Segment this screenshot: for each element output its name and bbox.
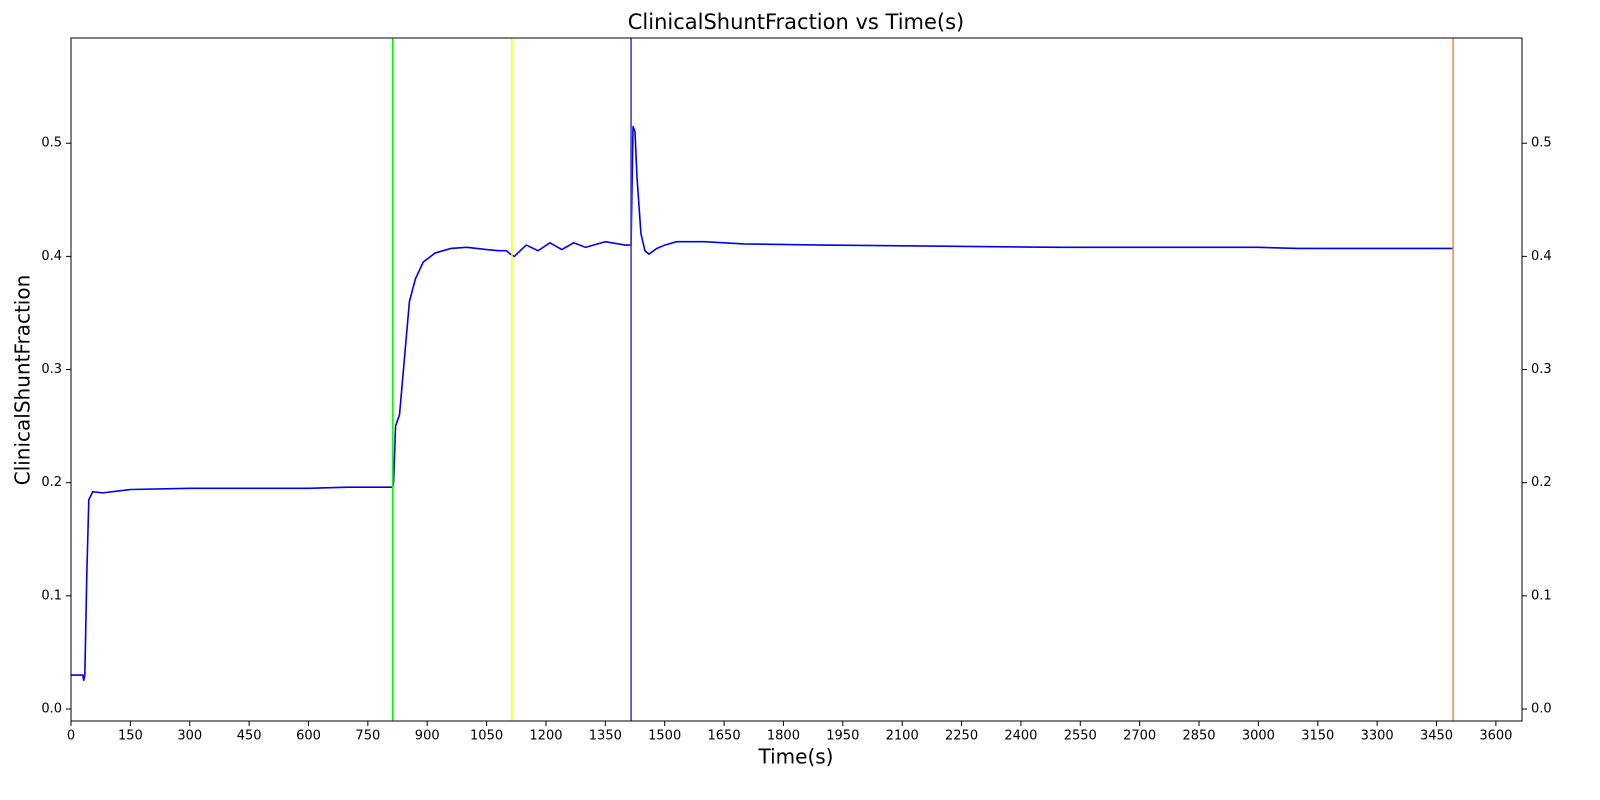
x-tick-label: 1800 [767, 729, 800, 744]
plot-frame [70, 37, 1523, 722]
x-tick-label: 0 [67, 729, 75, 744]
x-tick-label: 3300 [1361, 729, 1394, 744]
x-tick-label: 1650 [708, 729, 741, 744]
x-tick-label: 3450 [1420, 729, 1453, 744]
x-tick-label: 1950 [826, 729, 859, 744]
x-tick-label: 3000 [1242, 729, 1275, 744]
x-tick-label: 900 [415, 729, 440, 744]
x-tick-label: 2550 [1064, 729, 1097, 744]
y-tick-label: 0.2 [41, 475, 62, 490]
x-tick-label: 2100 [886, 729, 919, 744]
y-axis-label: ClinicalShuntFraction [11, 275, 35, 486]
y-tick-label-right: 0.5 [1531, 136, 1552, 151]
x-tick-label: 300 [177, 729, 202, 744]
y-tick-label-right: 0.0 [1531, 702, 1552, 717]
x-tick-label: 1350 [589, 729, 622, 744]
x-tick-label: 2250 [945, 729, 978, 744]
x-tick-label: 1050 [470, 729, 503, 744]
y-tick-label-right: 0.3 [1531, 362, 1552, 377]
y-tick-label: 0.5 [41, 136, 62, 151]
x-tick-label: 2700 [1123, 729, 1156, 744]
x-axis-label: Time(s) [758, 745, 834, 769]
y-tick-label: 0.3 [41, 362, 62, 377]
y-tick-label-right: 0.2 [1531, 475, 1552, 490]
x-tick-label: 600 [296, 729, 321, 744]
x-tick-label: 2850 [1182, 729, 1215, 744]
y-tick-label-right: 0.1 [1531, 588, 1552, 603]
x-tick-label: 450 [237, 729, 262, 744]
x-tick-label: 1200 [529, 729, 562, 744]
chart-title: ClinicalShuntFraction vs Time(s) [628, 10, 964, 34]
y-tick-label: 0.0 [41, 702, 62, 717]
y-tick-label-right: 0.4 [1531, 249, 1552, 264]
x-tick-label: 150 [118, 729, 143, 744]
x-tick-label: 3150 [1301, 729, 1334, 744]
y-tick-label: 0.4 [41, 249, 62, 264]
x-tick-label: 750 [355, 729, 380, 744]
x-tick-label: 2400 [1004, 729, 1037, 744]
x-tick-label: 1500 [648, 729, 681, 744]
x-tick-label: 3600 [1479, 729, 1512, 744]
data-line [71, 125, 1454, 681]
y-tick-label: 0.1 [41, 588, 62, 603]
